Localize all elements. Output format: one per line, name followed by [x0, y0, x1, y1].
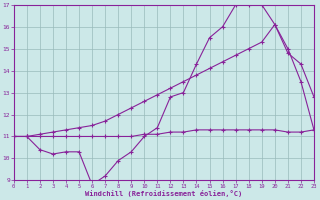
- X-axis label: Windchill (Refroidissement éolien,°C): Windchill (Refroidissement éolien,°C): [85, 190, 243, 197]
